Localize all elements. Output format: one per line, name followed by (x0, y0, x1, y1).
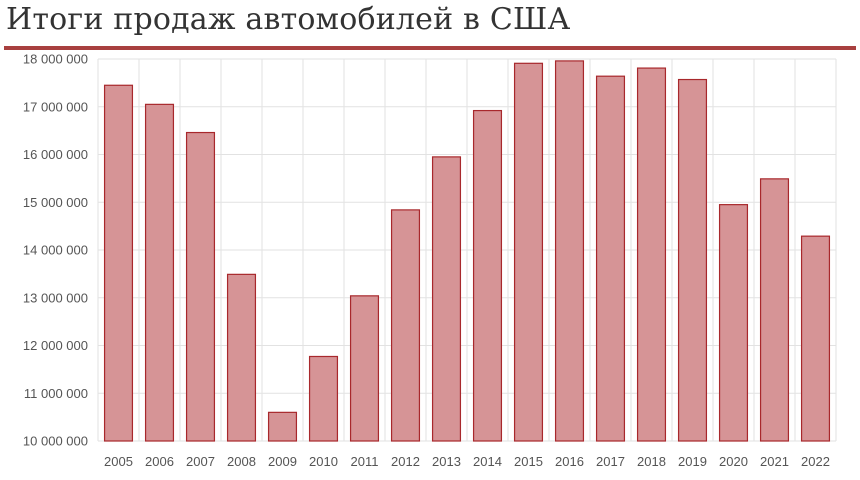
x-tick-label: 2019 (678, 454, 707, 469)
bar-2015 (513, 62, 544, 442)
y-tick-label: 10 000 000 (23, 434, 88, 449)
y-tick-label: 11 000 000 (24, 386, 88, 401)
x-tick-label: 2017 (596, 454, 625, 469)
bar-2017 (595, 75, 626, 442)
bar-2022 (800, 235, 831, 442)
bar-2014 (472, 109, 503, 442)
bar-2020 (718, 204, 749, 442)
x-tick-label: 2010 (309, 454, 338, 469)
bar-2011 (349, 295, 380, 442)
page-title: Итоги продаж автомобилей в США (6, 2, 571, 37)
bar-2018 (636, 67, 667, 442)
x-tick-label: 2016 (555, 454, 584, 469)
bar-2016 (554, 60, 585, 442)
bar-2013 (431, 156, 462, 442)
y-tick-label: 17 000 000 (23, 99, 88, 114)
x-tick-label: 2020 (719, 454, 748, 469)
bar-2019 (677, 78, 708, 442)
x-tick-label: 2015 (514, 454, 543, 469)
x-tick-label: 2012 (391, 454, 420, 469)
bar-2009 (267, 411, 298, 442)
x-tick-label: 2018 (637, 454, 666, 469)
x-axis-ticks: 2005 2006 2007 2008 2009 2010 2011 2012 2013 2014… (104, 454, 830, 469)
bar-2010 (308, 355, 339, 442)
bar-2007 (185, 131, 216, 442)
bar-2021 (759, 178, 790, 442)
bar-2012 (390, 209, 421, 442)
x-tick-label: 2022 (801, 454, 830, 469)
grid-lines (97, 58, 837, 442)
x-tick-label: 2009 (268, 454, 297, 469)
y-tick-label: 14 000 000 (23, 243, 88, 258)
y-tick-label: 12 000 000 (23, 338, 88, 353)
bars (103, 60, 831, 442)
x-tick-label: 2007 (186, 454, 215, 469)
y-axis-ticks: 10 000 000 11 000 000 12 000 000 13 000 000… (23, 52, 88, 449)
x-tick-label: 2021 (760, 454, 789, 469)
y-tick-label: 18 000 000 (23, 52, 88, 67)
x-tick-label: 2011 (351, 454, 379, 469)
y-tick-label: 13 000 000 (23, 290, 88, 305)
bar-2006 (144, 103, 175, 442)
x-tick-label: 2005 (104, 454, 133, 469)
y-tick-label: 15 000 000 (23, 195, 88, 210)
bar-2005 (103, 84, 134, 442)
y-tick-label: 16 000 000 (23, 147, 88, 162)
x-tick-label: 2006 (145, 454, 174, 469)
title-underline (4, 46, 856, 50)
x-tick-label: 2008 (227, 454, 256, 469)
bar-2008 (226, 273, 257, 442)
x-tick-label: 2013 (432, 454, 461, 469)
x-tick-label: 2014 (473, 454, 502, 469)
